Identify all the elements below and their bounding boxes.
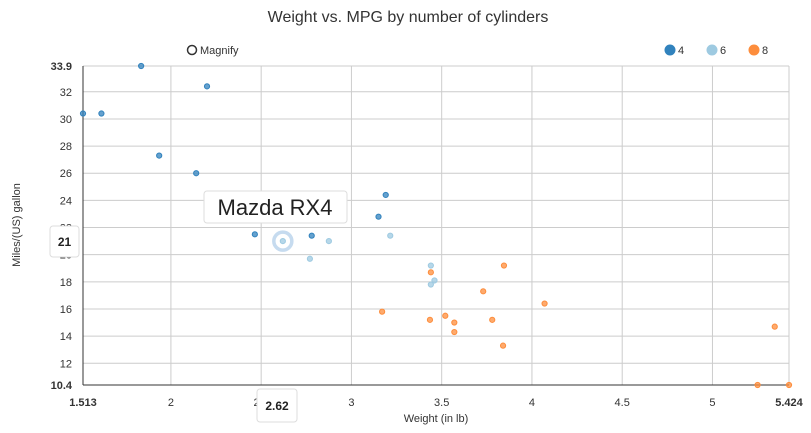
x-axis-title: Weight (in lb): [404, 413, 469, 425]
y-tick-label: 24: [60, 195, 72, 207]
y-tick-label: 32: [60, 87, 72, 99]
data-point[interactable]: [771, 323, 778, 330]
data-point[interactable]: [193, 170, 200, 177]
data-point[interactable]: [427, 269, 434, 276]
x-tick-label: 4: [529, 397, 535, 409]
crosshair-y-rect: [49, 225, 80, 258]
data-point[interactable]: [426, 316, 434, 323]
y-tick-label: 12: [60, 358, 72, 370]
data-point[interactable]: [480, 288, 487, 295]
legend-swatch[interactable]: [748, 44, 760, 56]
crosshair-x-label: 2.62: [265, 399, 289, 413]
y-axis-title: Miles/(US) gallon: [11, 183, 23, 267]
y-tick-label: 18: [60, 277, 72, 289]
series-6: [279, 232, 438, 288]
crosshair-y-box: 21: [49, 225, 80, 258]
legend-swatch[interactable]: [664, 44, 676, 56]
data-point[interactable]: [451, 319, 458, 326]
data-point[interactable]: [379, 308, 386, 315]
x-min-label: 1.513: [69, 397, 97, 409]
legend-label[interactable]: 4: [678, 45, 684, 57]
data-point[interactable]: [98, 110, 105, 117]
tooltip-box: [203, 190, 348, 224]
data-point[interactable]: [754, 381, 761, 389]
data-point[interactable]: [785, 381, 793, 389]
data-point[interactable]: [500, 262, 508, 269]
crosshair-y-label: 21: [58, 235, 72, 249]
data-point[interactable]: [251, 231, 258, 238]
y-tick-label: 26: [60, 168, 72, 180]
y-tick-label: 16: [60, 304, 72, 316]
data-point[interactable]: [489, 316, 496, 323]
data-point[interactable]: [138, 62, 145, 70]
x-tick-label: 4.5: [615, 397, 630, 409]
data-point[interactable]: [431, 277, 438, 284]
grid-vertical-lines: [170, 66, 790, 385]
legend-swatch[interactable]: [706, 44, 718, 56]
y-min-label: 10.4: [51, 380, 73, 392]
data-point[interactable]: [387, 232, 394, 239]
data-point[interactable]: [308, 232, 315, 239]
data-point[interactable]: [156, 152, 163, 159]
legend-item-8[interactable]: 8: [748, 44, 768, 57]
data-point[interactable]: [382, 191, 389, 199]
x-tick-label: 2: [168, 397, 174, 409]
data-point[interactable]: [427, 262, 434, 269]
magnify-radio-icon[interactable]: [186, 44, 198, 56]
data-point[interactable]: [442, 312, 449, 319]
data-point[interactable]: [279, 238, 286, 245]
x-max-label: 5.424: [775, 397, 803, 409]
magnify-toggle[interactable]: Magnify: [186, 44, 240, 57]
x-tick-labels: 22.533.544.55: [168, 397, 716, 409]
tooltip-label: Mazda RX4: [218, 195, 333, 220]
y-tick-label: 14: [60, 331, 72, 343]
chart-title: Weight vs. MPG by number of cylinders: [268, 9, 549, 26]
tooltip: Mazda RX4: [203, 190, 348, 224]
hover-ring: [272, 230, 294, 252]
y-max-label: 33.9: [51, 61, 72, 73]
grid-horizontal-lines: [83, 65, 789, 364]
data-point[interactable]: [427, 281, 434, 288]
x-tick-label: 5: [709, 397, 715, 409]
data-point[interactable]: [499, 342, 507, 349]
data-point[interactable]: [325, 238, 332, 245]
plot-area: [79, 62, 793, 389]
data-point[interactable]: [79, 110, 87, 117]
legend-item-4[interactable]: 4: [664, 44, 684, 57]
magnify-label[interactable]: Magnify: [200, 45, 239, 57]
y-tick-label: 28: [60, 141, 72, 153]
data-point[interactable]: [451, 328, 458, 336]
x-tick-label: 3.5: [434, 397, 449, 409]
data-point[interactable]: [203, 83, 211, 90]
data-point[interactable]: [541, 300, 548, 307]
data-points: [79, 62, 793, 389]
hover-highlight: [272, 230, 294, 252]
legend-item-6[interactable]: 6: [706, 44, 726, 57]
legend-label[interactable]: 8: [762, 45, 768, 57]
legend: 4 6 8: [664, 44, 768, 57]
crosshair-x-box: 2.62: [256, 388, 298, 423]
legend-label[interactable]: 6: [720, 45, 726, 57]
series-8: [379, 262, 793, 389]
data-point[interactable]: [306, 255, 314, 262]
crosshair-x-rect: [256, 388, 298, 423]
y-tick-label: 30: [60, 114, 72, 126]
data-point[interactable]: [375, 213, 382, 220]
x-tick-label: 3: [348, 397, 354, 409]
